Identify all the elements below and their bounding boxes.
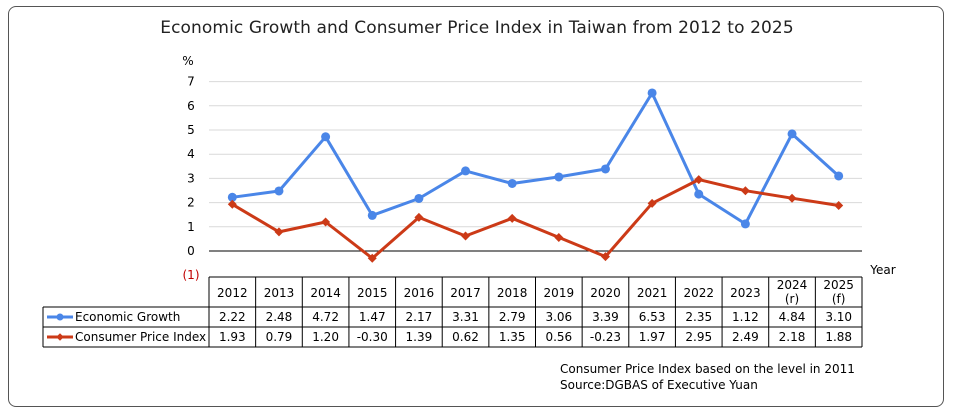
data-point [367, 253, 377, 263]
data-label: 3.10 [825, 310, 852, 324]
data-point [274, 186, 284, 196]
x-tick-label: 2020 [590, 286, 621, 300]
data-point [274, 227, 284, 237]
x-tick-label: 2013 [264, 286, 295, 300]
x-tick-label: 2017 [450, 286, 481, 300]
data-point [321, 132, 331, 142]
chart-title: Economic Growth and Consumer Price Index… [160, 18, 794, 38]
data-label: 2.17 [406, 310, 433, 324]
legend-label: Consumer Price Index [75, 330, 206, 344]
data-label: 1.97 [639, 330, 666, 344]
x-tick-label: 2022 [683, 286, 714, 300]
data-point [554, 232, 564, 242]
data-label: 2.22 [219, 310, 246, 324]
x-axis-label: Year [869, 263, 895, 277]
data-point [600, 164, 610, 174]
x-tick-label-note: (f) [832, 292, 846, 306]
data-label: 1.47 [359, 310, 386, 324]
note-source: Source:DGBAS of Executive Yuan [560, 378, 758, 392]
data-label: 1.20 [312, 330, 339, 344]
data-label: 2.49 [732, 330, 759, 344]
data-point [321, 217, 331, 227]
data-point [367, 210, 377, 220]
x-tick-label: 2015 [357, 286, 388, 300]
data-label: 1.93 [219, 330, 246, 344]
y-tick-label: 6 [187, 99, 195, 113]
data-label: 3.31 [452, 310, 479, 324]
data-point [461, 231, 471, 241]
data-label: 2.48 [266, 310, 293, 324]
x-tick-label: 2016 [404, 286, 435, 300]
data-label: 0.56 [545, 330, 572, 344]
data-point [787, 129, 797, 139]
series-line-economic-growth [232, 91, 840, 226]
data-point [740, 186, 750, 196]
x-tick-label: 2019 [544, 286, 575, 300]
data-point [507, 213, 517, 223]
data-label: 3.06 [545, 310, 572, 324]
y-tick-label: 2 [187, 196, 195, 210]
data-point [461, 166, 471, 176]
data-point [694, 175, 704, 185]
data-label: 0.62 [452, 330, 479, 344]
data-point [787, 193, 797, 203]
data-point [414, 193, 424, 203]
x-tick-label: 2024 [777, 278, 808, 292]
data-label: 4.72 [312, 310, 339, 324]
data-point [227, 192, 237, 202]
x-tick-label: 2023 [730, 286, 761, 300]
data-label: 2.79 [499, 310, 526, 324]
data-point [694, 189, 704, 199]
data-label: 3.39 [592, 310, 619, 324]
data-label: 2.18 [779, 330, 806, 344]
legend-marker [56, 313, 64, 321]
data-point [647, 198, 657, 208]
x-tick-label: 2018 [497, 286, 528, 300]
y-tick-label: 5 [187, 123, 195, 137]
y-tick-label: 1 [187, 220, 195, 234]
data-point [554, 172, 564, 182]
note-cpi-base: Consumer Price Index based on the level … [560, 362, 855, 376]
data-point [414, 212, 424, 222]
x-tick-label: 2012 [217, 286, 248, 300]
series-line-cpi [231, 178, 839, 260]
data-point [834, 171, 844, 181]
y-tick-label: 7 [187, 75, 195, 89]
y-tick-label: 4 [187, 147, 195, 161]
x-tick-label: 2021 [637, 286, 668, 300]
data-label: 1.39 [406, 330, 433, 344]
x-tick-label: 2014 [310, 286, 341, 300]
data-label: 1.88 [825, 330, 852, 344]
data-label: 6.53 [639, 310, 666, 324]
data-label: 1.12 [732, 310, 759, 324]
data-point [740, 219, 750, 229]
data-point [647, 88, 657, 98]
data-label: 0.79 [266, 330, 293, 344]
data-label: -0.30 [357, 330, 388, 344]
data-point [834, 201, 844, 211]
y-axis-label: % [182, 54, 193, 68]
legend-marker [56, 333, 64, 341]
x-tick-label: 2025 [823, 278, 854, 292]
y-tick-label: 3 [187, 171, 195, 185]
data-point [600, 252, 610, 262]
data-label: 2.35 [685, 310, 712, 324]
chart-frame [8, 6, 944, 407]
legend-label: Economic Growth [75, 310, 180, 324]
y-tick-label: (1) [183, 268, 200, 282]
x-tick-label-note: (r) [785, 292, 799, 306]
data-label: 2.95 [685, 330, 712, 344]
data-point [227, 199, 237, 209]
data-point [507, 178, 517, 188]
y-tick-label: 0 [187, 244, 195, 258]
data-label: 4.84 [779, 310, 806, 324]
data-label: -0.23 [590, 330, 621, 344]
data-label: 1.35 [499, 330, 526, 344]
